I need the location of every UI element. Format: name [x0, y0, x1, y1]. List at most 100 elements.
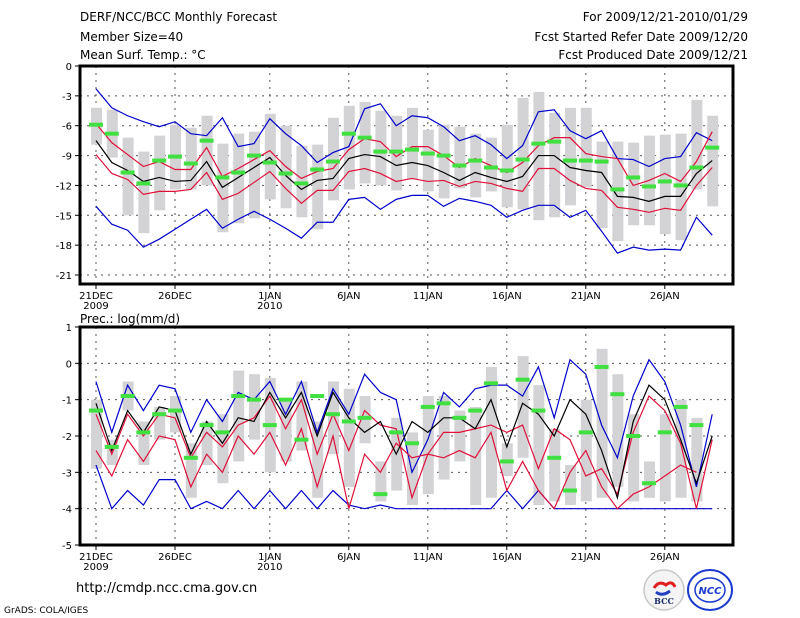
- member-range-bar: [454, 410, 466, 462]
- member-range-bar: [201, 421, 213, 466]
- member-range-bar: [343, 105, 355, 190]
- x-tick-label: 16JAN: [492, 552, 522, 563]
- observed-marker: [515, 377, 530, 382]
- series-line-min: [95, 194, 713, 254]
- x-tick-label: 1JAN: [258, 552, 281, 563]
- series-line-max: [95, 358, 713, 488]
- member-range-bar: [249, 374, 260, 440]
- observed-marker: [452, 415, 467, 420]
- observed-marker: [594, 159, 609, 164]
- member-range-bar: [328, 381, 339, 455]
- observed-marker: [262, 423, 277, 428]
- y-tick-label: -18: [56, 241, 72, 252]
- member-range-bar: [628, 142, 640, 226]
- observed-marker: [152, 412, 167, 417]
- observed-marker: [199, 138, 214, 143]
- x-tick-label: 6JAN: [337, 552, 360, 563]
- chart-title: DERF/NCC/BCC Monthly Forecast: [80, 10, 278, 24]
- member-range-bar: [549, 112, 561, 218]
- member-range-bar: [249, 131, 260, 219]
- series-line-upper: [95, 123, 713, 187]
- y-tick-label: -6: [62, 122, 72, 133]
- observed-marker: [547, 139, 562, 144]
- member-range-bar: [170, 396, 181, 433]
- x-tick-label: 26JAN: [650, 552, 680, 563]
- observed-marker: [531, 408, 546, 413]
- observed-marker: [673, 404, 688, 409]
- observed-marker: [231, 170, 246, 175]
- observed-marker: [247, 397, 261, 402]
- y-tick-label: 0: [66, 359, 72, 370]
- member-range-bar: [549, 428, 561, 502]
- observed-marker: [389, 430, 404, 435]
- observed-marker: [199, 423, 214, 428]
- member-range-bar: [138, 151, 150, 234]
- observed-marker: [310, 394, 325, 399]
- y-tick-label: -4: [62, 505, 72, 516]
- member-range-bar: [612, 374, 624, 487]
- member-range-bar: [359, 101, 371, 184]
- member-range-bar: [407, 432, 418, 506]
- observed-marker: [642, 481, 656, 486]
- member-range-bar: [596, 348, 608, 498]
- observed-marker: [389, 149, 404, 154]
- member-range-bar: [233, 370, 245, 462]
- member-range-bar: [596, 141, 608, 229]
- observed-marker: [405, 147, 419, 152]
- y-tick-label: -9: [62, 152, 72, 163]
- forecast-period: For 2009/12/21-2010/01/29: [582, 10, 748, 24]
- member-range-bar: [154, 135, 166, 211]
- y-tick-label: -21: [56, 271, 72, 282]
- observed-marker: [373, 492, 388, 497]
- x-tick-label: 21DEC: [79, 291, 113, 302]
- grads-credit: GrADS: COLA/IGES: [4, 606, 89, 616]
- member-range-bar: [91, 399, 102, 469]
- observed-marker: [515, 157, 530, 162]
- x-tick-label: 11JAN: [413, 291, 443, 302]
- observed-marker: [120, 394, 135, 399]
- y-tick-label: -2: [62, 432, 72, 443]
- temperature-panel-title: Mean Surf. Temp.: °C: [80, 48, 206, 62]
- observed-marker: [104, 131, 119, 136]
- observed-marker: [578, 430, 593, 435]
- observed-marker: [657, 430, 672, 435]
- observed-marker: [436, 153, 451, 158]
- observed-marker: [626, 175, 641, 180]
- x-tick-label: 21DEC: [79, 552, 113, 563]
- member-range-bar: [707, 115, 719, 207]
- observed-marker: [152, 158, 167, 163]
- observed-marker: [468, 408, 483, 413]
- y-tick-label: 0: [66, 62, 72, 73]
- observed-marker: [310, 167, 325, 172]
- bcc-logo-text: BCC: [654, 596, 674, 606]
- y-tick-label: -5: [62, 541, 72, 552]
- x-tick-label: 26DEC: [158, 552, 192, 563]
- precipitation-panel-title: Prec.: log(mm/d): [80, 312, 181, 326]
- member-range-bar: [580, 107, 592, 188]
- x-tick-label: 1JAN: [258, 291, 281, 302]
- observed-marker: [136, 430, 151, 435]
- x-tick-label: 16JAN: [492, 291, 522, 302]
- observed-marker: [357, 135, 372, 140]
- observed-marker: [420, 151, 435, 156]
- observed-marker: [499, 459, 514, 464]
- member-range-bar: [675, 399, 687, 498]
- x-tick-year-label: 2010: [257, 562, 282, 573]
- observed-marker: [294, 437, 309, 442]
- website-url[interactable]: http://cmdp.ncc.cma.gov.cn: [76, 581, 258, 596]
- observed-marker: [89, 122, 103, 127]
- member-range-bar: [659, 414, 671, 502]
- y-tick-label: 1: [66, 323, 72, 334]
- member-range-bar: [644, 461, 655, 498]
- observed-marker: [104, 444, 119, 449]
- series-line-mean: [95, 140, 713, 202]
- series-line-upper: [95, 394, 713, 509]
- member-range-bar: [185, 443, 197, 498]
- member-range-bar: [470, 133, 482, 198]
- observed-marker: [326, 412, 340, 417]
- x-tick-year-label: 2010: [257, 301, 282, 312]
- observed-marker: [563, 488, 577, 493]
